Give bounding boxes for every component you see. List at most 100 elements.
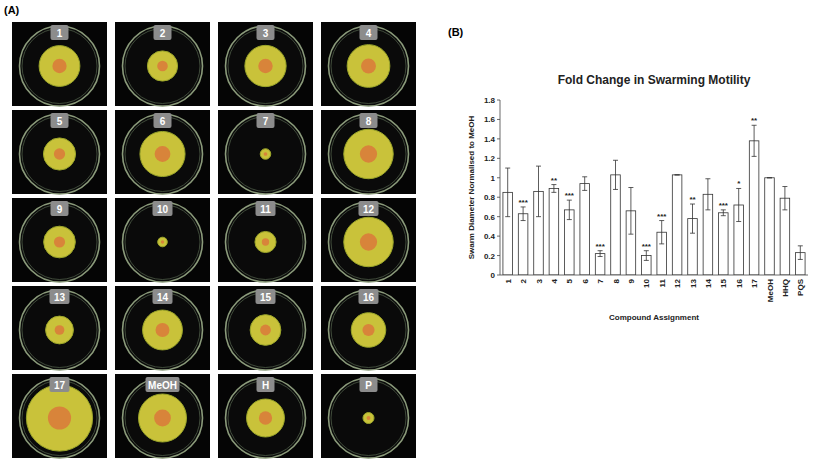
plate-photo	[12, 374, 107, 458]
bar	[518, 214, 528, 275]
plate-label-box	[256, 201, 276, 216]
dish	[20, 202, 100, 282]
error-cap	[551, 192, 556, 193]
dish	[226, 290, 306, 370]
plate-label: 17	[54, 380, 66, 391]
y-tick	[497, 275, 500, 276]
y-axis	[500, 100, 501, 275]
plate-label-box	[360, 25, 378, 40]
y-tick	[497, 197, 500, 198]
dish	[329, 202, 409, 282]
colony	[39, 46, 80, 87]
y-tick-label: 0.6	[484, 213, 496, 222]
background	[0, 0, 813, 462]
bar	[780, 198, 790, 275]
y-tick-label: 1.4	[484, 135, 496, 144]
plate: 3	[218, 22, 313, 106]
x-tick-label: 17	[750, 278, 759, 287]
plate-label: 13	[54, 292, 66, 303]
x-tick-label: 7	[596, 278, 605, 283]
error-bar	[521, 207, 526, 221]
x-tick-label: 15	[719, 278, 728, 287]
plate: 2	[115, 22, 210, 106]
y-tick	[497, 216, 500, 217]
error-bar	[551, 185, 556, 193]
plate: P	[321, 374, 416, 458]
colony-center	[361, 59, 376, 74]
bars	[503, 125, 805, 275]
plate-photo	[12, 22, 107, 106]
error-stem	[600, 251, 601, 257]
y-tick-label: 1.8	[484, 96, 496, 105]
error-cap	[675, 174, 680, 175]
colony-center	[48, 406, 71, 429]
error-cap	[798, 259, 803, 260]
significance: ***	[565, 191, 575, 200]
significance: **	[689, 195, 696, 204]
error-bar	[690, 204, 695, 233]
dish	[329, 378, 409, 458]
y-tick-label: 0.8	[484, 193, 496, 202]
error-cap	[582, 190, 587, 191]
error-cap	[767, 177, 772, 178]
x-tick-label: 9	[627, 278, 636, 283]
plate: 5	[12, 110, 107, 194]
plate: 13	[12, 286, 107, 370]
x-tick-label: 2	[519, 278, 528, 283]
error-stem	[707, 179, 708, 210]
error-cap	[567, 219, 572, 220]
colony-center	[362, 324, 374, 336]
error-cap	[582, 176, 587, 177]
panel-label: (B)	[448, 26, 464, 38]
error-stem	[800, 246, 801, 260]
dish	[226, 26, 306, 106]
plate-label-box	[257, 113, 275, 128]
colony	[351, 313, 386, 348]
dish	[123, 290, 203, 370]
error-bar	[782, 187, 787, 210]
plate-label: 15	[260, 292, 272, 303]
error-bar	[675, 174, 680, 175]
plate-photo	[218, 286, 313, 370]
dish	[20, 378, 100, 458]
plate: 16	[321, 286, 416, 370]
error-cap	[521, 220, 526, 221]
error-stem	[661, 221, 662, 244]
error-stem	[723, 210, 724, 216]
error-cap	[613, 160, 618, 161]
dish	[123, 114, 203, 194]
x-tick-label: 16	[735, 278, 744, 287]
panel-label: (A)	[4, 4, 20, 16]
colony	[143, 310, 183, 350]
error-cap	[782, 186, 787, 187]
colony-center	[52, 59, 66, 73]
error-cap	[690, 233, 695, 234]
x-tick-label: PQS	[796, 278, 805, 296]
plate: H	[218, 374, 313, 458]
colony	[250, 315, 281, 346]
plate-label-box	[360, 377, 378, 392]
y-tick-label: 1	[491, 174, 496, 183]
dish	[20, 26, 100, 106]
dish	[329, 114, 409, 194]
error-bar	[752, 125, 757, 156]
significance: ***	[595, 242, 605, 251]
error-stem	[784, 187, 785, 210]
plate-label-box	[257, 377, 275, 392]
error-cap	[767, 177, 772, 178]
plate-label-box	[146, 377, 180, 392]
error-stem	[569, 200, 570, 219]
bar	[565, 210, 575, 275]
plate: 11	[218, 198, 313, 282]
dish	[123, 378, 203, 458]
colony-center	[264, 152, 268, 156]
colony	[139, 394, 187, 442]
colony	[26, 385, 92, 451]
x-tick-label: 10	[642, 278, 651, 287]
plate: 7	[218, 110, 313, 194]
bar	[549, 188, 559, 275]
bar	[672, 175, 682, 275]
plate: 6	[115, 110, 210, 194]
error-bar	[705, 179, 710, 210]
x-tick-label: 1	[504, 278, 513, 283]
